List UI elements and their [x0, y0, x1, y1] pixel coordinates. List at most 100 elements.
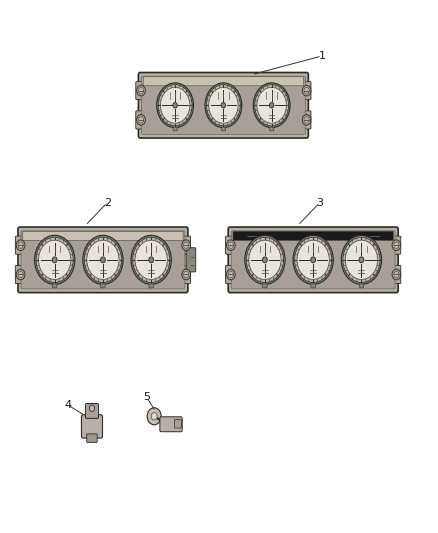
- FancyBboxPatch shape: [174, 419, 181, 428]
- Circle shape: [206, 85, 240, 126]
- Circle shape: [208, 87, 238, 123]
- Circle shape: [36, 237, 73, 282]
- Circle shape: [253, 83, 290, 128]
- FancyBboxPatch shape: [228, 227, 398, 293]
- Circle shape: [151, 413, 157, 420]
- Circle shape: [226, 269, 235, 280]
- Circle shape: [246, 237, 283, 282]
- FancyBboxPatch shape: [359, 284, 364, 288]
- Circle shape: [131, 235, 171, 285]
- Circle shape: [18, 271, 23, 278]
- Circle shape: [228, 242, 233, 248]
- Circle shape: [269, 102, 274, 108]
- Circle shape: [83, 235, 123, 285]
- Circle shape: [138, 117, 144, 123]
- Circle shape: [18, 242, 23, 248]
- Circle shape: [302, 115, 311, 125]
- Circle shape: [255, 85, 289, 126]
- FancyBboxPatch shape: [87, 434, 97, 442]
- Circle shape: [147, 408, 161, 425]
- Circle shape: [293, 235, 333, 285]
- Circle shape: [182, 240, 191, 251]
- Circle shape: [221, 102, 226, 108]
- FancyBboxPatch shape: [143, 77, 304, 86]
- FancyBboxPatch shape: [226, 265, 236, 284]
- FancyBboxPatch shape: [221, 127, 226, 131]
- Circle shape: [138, 87, 144, 94]
- Circle shape: [304, 87, 309, 94]
- FancyBboxPatch shape: [21, 231, 185, 289]
- FancyBboxPatch shape: [233, 231, 393, 240]
- FancyBboxPatch shape: [149, 284, 153, 288]
- Circle shape: [394, 242, 399, 248]
- FancyBboxPatch shape: [173, 127, 177, 131]
- Circle shape: [35, 235, 75, 285]
- Text: 3: 3: [316, 198, 323, 207]
- FancyBboxPatch shape: [231, 231, 395, 289]
- Circle shape: [295, 237, 332, 282]
- FancyBboxPatch shape: [136, 111, 146, 129]
- Circle shape: [184, 271, 189, 278]
- Circle shape: [135, 240, 167, 279]
- FancyBboxPatch shape: [186, 248, 196, 272]
- Circle shape: [343, 237, 380, 282]
- FancyBboxPatch shape: [101, 284, 105, 288]
- Text: 1: 1: [318, 51, 325, 61]
- Text: 2: 2: [104, 198, 111, 207]
- Circle shape: [304, 117, 309, 123]
- Circle shape: [245, 235, 285, 285]
- Circle shape: [137, 115, 145, 125]
- Circle shape: [392, 240, 401, 251]
- Circle shape: [297, 240, 329, 279]
- Circle shape: [228, 271, 233, 278]
- Text: 4: 4: [64, 400, 71, 410]
- Circle shape: [345, 240, 378, 279]
- Circle shape: [157, 83, 194, 128]
- Circle shape: [52, 257, 57, 263]
- Circle shape: [226, 240, 235, 251]
- FancyBboxPatch shape: [81, 415, 102, 438]
- Text: 5: 5: [143, 392, 150, 402]
- Circle shape: [87, 240, 119, 279]
- Circle shape: [394, 271, 399, 278]
- Circle shape: [249, 240, 281, 279]
- Circle shape: [302, 85, 311, 96]
- Circle shape: [160, 87, 190, 123]
- Circle shape: [16, 240, 25, 251]
- Circle shape: [137, 85, 145, 96]
- Circle shape: [100, 257, 106, 263]
- Circle shape: [173, 102, 177, 108]
- FancyBboxPatch shape: [15, 265, 26, 284]
- FancyBboxPatch shape: [390, 265, 401, 284]
- FancyBboxPatch shape: [263, 284, 267, 288]
- FancyBboxPatch shape: [85, 403, 99, 418]
- FancyBboxPatch shape: [311, 284, 315, 288]
- FancyBboxPatch shape: [180, 265, 191, 284]
- Circle shape: [149, 257, 154, 263]
- Circle shape: [257, 87, 286, 123]
- FancyBboxPatch shape: [160, 417, 182, 432]
- FancyBboxPatch shape: [269, 127, 274, 131]
- FancyBboxPatch shape: [23, 231, 183, 240]
- FancyBboxPatch shape: [180, 236, 191, 254]
- Circle shape: [392, 269, 401, 280]
- Circle shape: [262, 257, 267, 263]
- FancyBboxPatch shape: [390, 236, 401, 254]
- FancyBboxPatch shape: [226, 236, 236, 254]
- Circle shape: [85, 237, 121, 282]
- FancyBboxPatch shape: [300, 111, 311, 129]
- Circle shape: [158, 85, 192, 126]
- FancyBboxPatch shape: [136, 82, 146, 100]
- Circle shape: [359, 257, 364, 263]
- Circle shape: [205, 83, 242, 128]
- Circle shape: [39, 240, 71, 279]
- FancyBboxPatch shape: [138, 72, 308, 138]
- FancyBboxPatch shape: [141, 76, 305, 134]
- Circle shape: [182, 269, 191, 280]
- FancyBboxPatch shape: [18, 227, 188, 293]
- FancyBboxPatch shape: [53, 284, 57, 288]
- Circle shape: [311, 257, 316, 263]
- Circle shape: [341, 235, 381, 285]
- Circle shape: [16, 269, 25, 280]
- FancyBboxPatch shape: [15, 236, 26, 254]
